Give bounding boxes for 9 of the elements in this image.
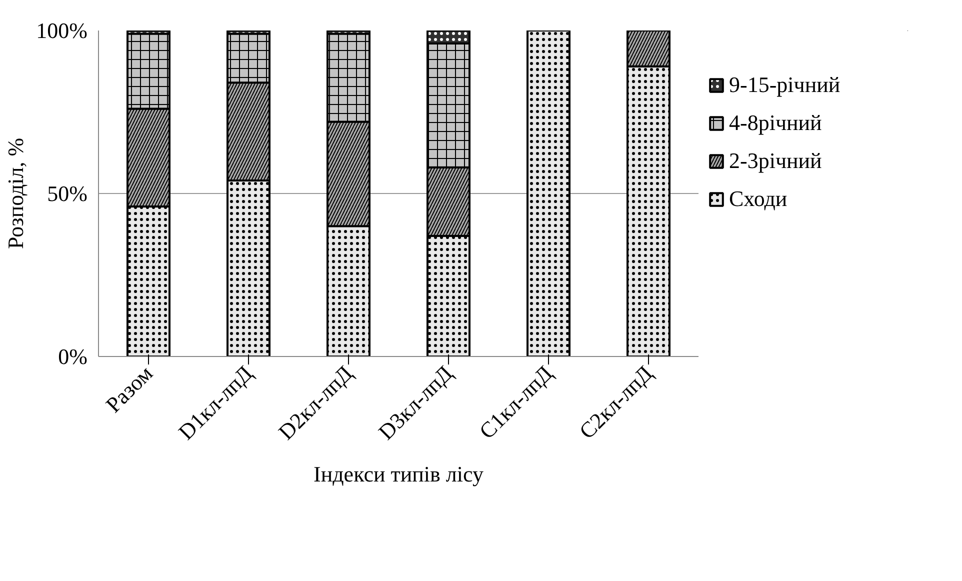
y-tick-label: 50%	[47, 181, 88, 206]
y-tick-label: 0%	[58, 344, 88, 369]
legend-label: 2-3річний	[729, 148, 822, 174]
legend-label: 4-8річний	[729, 110, 822, 136]
y-tick-label: 100%	[36, 18, 88, 43]
legend-label: 9-15-річний	[729, 72, 840, 98]
y-axis-title: Розподіл, %	[3, 138, 28, 250]
x-axis-title: Індекси типів лісу	[314, 461, 484, 486]
legend-label: Сходи	[729, 186, 788, 212]
